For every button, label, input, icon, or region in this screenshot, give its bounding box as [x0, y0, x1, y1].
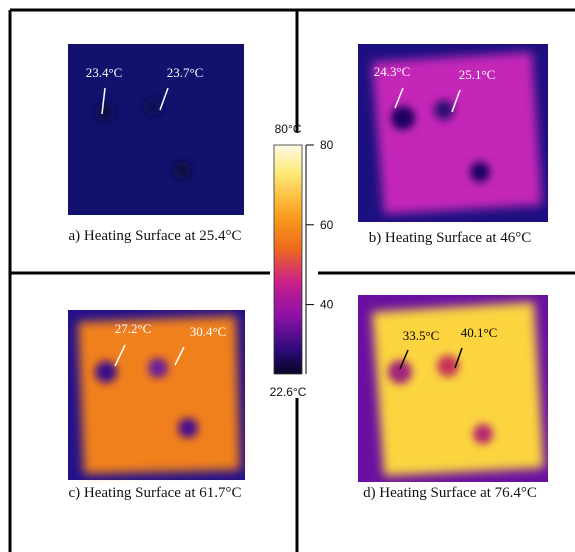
panel-caption: b) Heating Surface at 46°C — [369, 230, 532, 246]
colorbar-tick-label: 40 — [320, 298, 334, 312]
colorbar — [274, 145, 302, 374]
colorbar-tick-label: 60 — [320, 218, 334, 232]
panel-caption: a) Heating Surface at 25.4°C — [68, 228, 241, 244]
figure: a) Heating Surface at 25.4°C 23.4°C 23.7°C… — [0, 0, 575, 552]
panel-caption: c) Heating Surface at 61.7°C — [68, 485, 241, 501]
colorbar-max-label: 80°C — [275, 122, 302, 136]
temperature-annotation: 30.4°C — [190, 324, 227, 339]
temperature-annotation: 33.5°C — [403, 328, 440, 343]
temperature-annotation: 27.2°C — [115, 321, 152, 336]
temperature-annotation: 24.3°C — [374, 64, 411, 79]
panel-caption: d) Heating Surface at 76.4°C — [363, 485, 537, 501]
colorbar-tick-label: 80 — [320, 138, 334, 152]
temperature-annotation: 23.7°C — [167, 65, 204, 80]
thermal-image-d — [358, 295, 548, 482]
temperature-annotation: 23.4°C — [86, 65, 123, 80]
temperature-annotation: 40.1°C — [461, 325, 498, 340]
temperature-annotation: 25.1°C — [459, 67, 496, 82]
colorbar-min-label: 22.6°C — [270, 385, 307, 399]
